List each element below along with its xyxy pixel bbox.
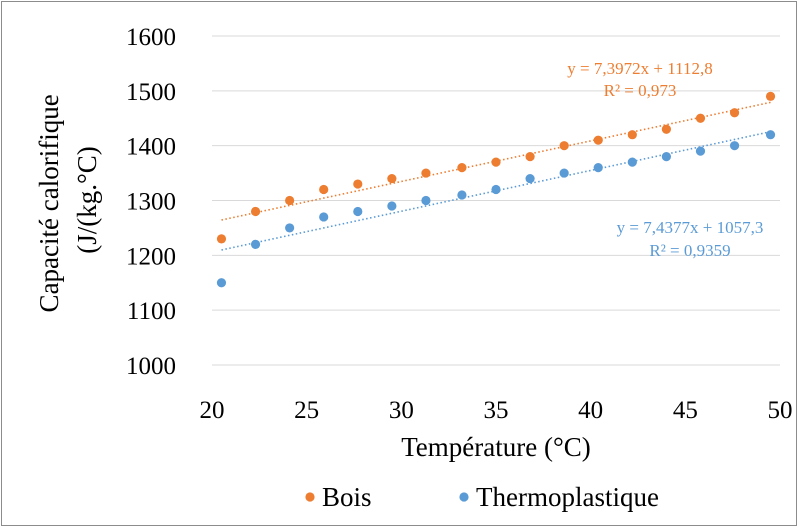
data-points xyxy=(216,91,776,288)
trendline-annotations: y = 7,3972x + 1112,8 R² = 0,973 y = 7,4377… xyxy=(567,59,763,260)
legend: Bois Thermoplastique xyxy=(305,482,659,512)
x-tick-label: 40 xyxy=(578,397,603,424)
y-axis-title-line-2: (J/(kg.°C) xyxy=(72,146,102,254)
point-bois xyxy=(250,206,261,217)
point-bois xyxy=(593,135,603,145)
legend-label-thermoplastique: Thermoplastique xyxy=(476,482,659,512)
point-thermoplastique xyxy=(457,190,467,200)
point-thermoplastique xyxy=(250,239,261,249)
point-thermoplastique xyxy=(661,152,672,162)
y-tick-label: 1200 xyxy=(126,243,176,270)
y-axis-title-line-1: Capacité calorifique xyxy=(34,94,64,312)
point-thermoplastique xyxy=(695,146,706,156)
point-thermoplastique xyxy=(421,195,431,206)
point-thermoplastique xyxy=(765,130,776,140)
x-axis-title: Température (°C) xyxy=(401,432,591,462)
y-tick-label: 1300 xyxy=(126,189,176,216)
point-bois xyxy=(661,124,672,134)
y-tick-label: 1000 xyxy=(126,353,176,380)
legend-label-bois: Bois xyxy=(322,482,372,512)
gridlines xyxy=(212,35,780,366)
x-tick-label: 45 xyxy=(673,397,698,424)
trendline-equation-bois: y = 7,3972x + 1112,8 xyxy=(567,59,712,78)
y-tick-label: 1500 xyxy=(126,79,176,106)
point-bois xyxy=(627,130,637,140)
point-thermoplastique xyxy=(285,223,295,233)
y-tick-label: 1600 xyxy=(126,24,176,51)
point-bois xyxy=(353,179,363,189)
point-bois xyxy=(421,168,431,178)
trendline-r2-bois: R² = 0,973 xyxy=(604,81,677,100)
legend-marker-bois xyxy=(305,492,315,502)
y-tick-labels: 1000 1100 1200 1300 1400 1500 1600 xyxy=(126,24,176,380)
legend-marker-thermoplastique xyxy=(459,492,469,502)
y-tick-label: 1400 xyxy=(126,134,176,161)
point-thermoplastique xyxy=(216,278,227,288)
point-bois xyxy=(525,152,535,162)
point-thermoplastique xyxy=(729,141,740,151)
trendline-equation-thermoplastique: y = 7,4377x + 1057,3 xyxy=(617,218,764,237)
point-bois xyxy=(285,195,295,206)
point-thermoplastique xyxy=(525,173,535,184)
x-tick-label: 25 xyxy=(294,397,319,424)
point-bois xyxy=(491,157,501,167)
point-bois xyxy=(765,91,776,101)
point-bois xyxy=(729,108,740,118)
x-tick-labels: 20 25 30 35 40 45 50 xyxy=(200,397,793,424)
x-tick-label: 50 xyxy=(768,397,793,424)
point-thermoplastique xyxy=(353,206,363,217)
point-thermoplastique xyxy=(559,168,569,178)
point-bois xyxy=(387,173,397,184)
point-bois xyxy=(457,163,467,173)
point-thermoplastique xyxy=(319,212,329,222)
x-tick-label: 20 xyxy=(200,397,225,424)
trendline-r2-thermoplastique: R² = 0,9359 xyxy=(649,241,730,260)
y-tick-label: 1100 xyxy=(127,298,176,325)
y-axis-title: Capacité calorifique (J/(kg.°C) xyxy=(34,88,102,313)
point-bois xyxy=(216,234,227,244)
x-tick-label: 35 xyxy=(484,397,509,424)
point-thermoplastique xyxy=(627,157,637,167)
point-bois xyxy=(695,113,706,123)
point-bois xyxy=(559,141,569,151)
point-thermoplastique xyxy=(593,163,603,173)
point-thermoplastique xyxy=(491,184,501,195)
point-bois xyxy=(319,184,329,195)
point-thermoplastique xyxy=(387,201,397,211)
x-tick-label: 30 xyxy=(389,397,414,424)
